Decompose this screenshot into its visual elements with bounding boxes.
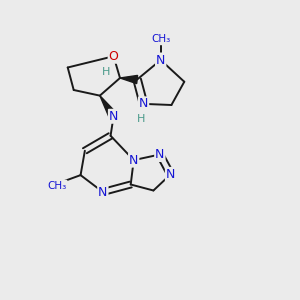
Polygon shape xyxy=(120,75,138,84)
Text: N: N xyxy=(155,148,164,161)
Text: N: N xyxy=(139,98,148,110)
Polygon shape xyxy=(100,96,118,118)
Text: N: N xyxy=(156,53,165,67)
Text: N: N xyxy=(98,185,107,199)
Text: O: O xyxy=(109,50,118,63)
Text: H: H xyxy=(102,68,110,77)
Text: H: H xyxy=(137,114,146,124)
Text: N: N xyxy=(129,154,138,166)
Text: CH₃: CH₃ xyxy=(47,181,67,190)
Text: N: N xyxy=(166,168,175,181)
Text: N: N xyxy=(109,110,118,123)
Text: CH₃: CH₃ xyxy=(151,34,170,44)
